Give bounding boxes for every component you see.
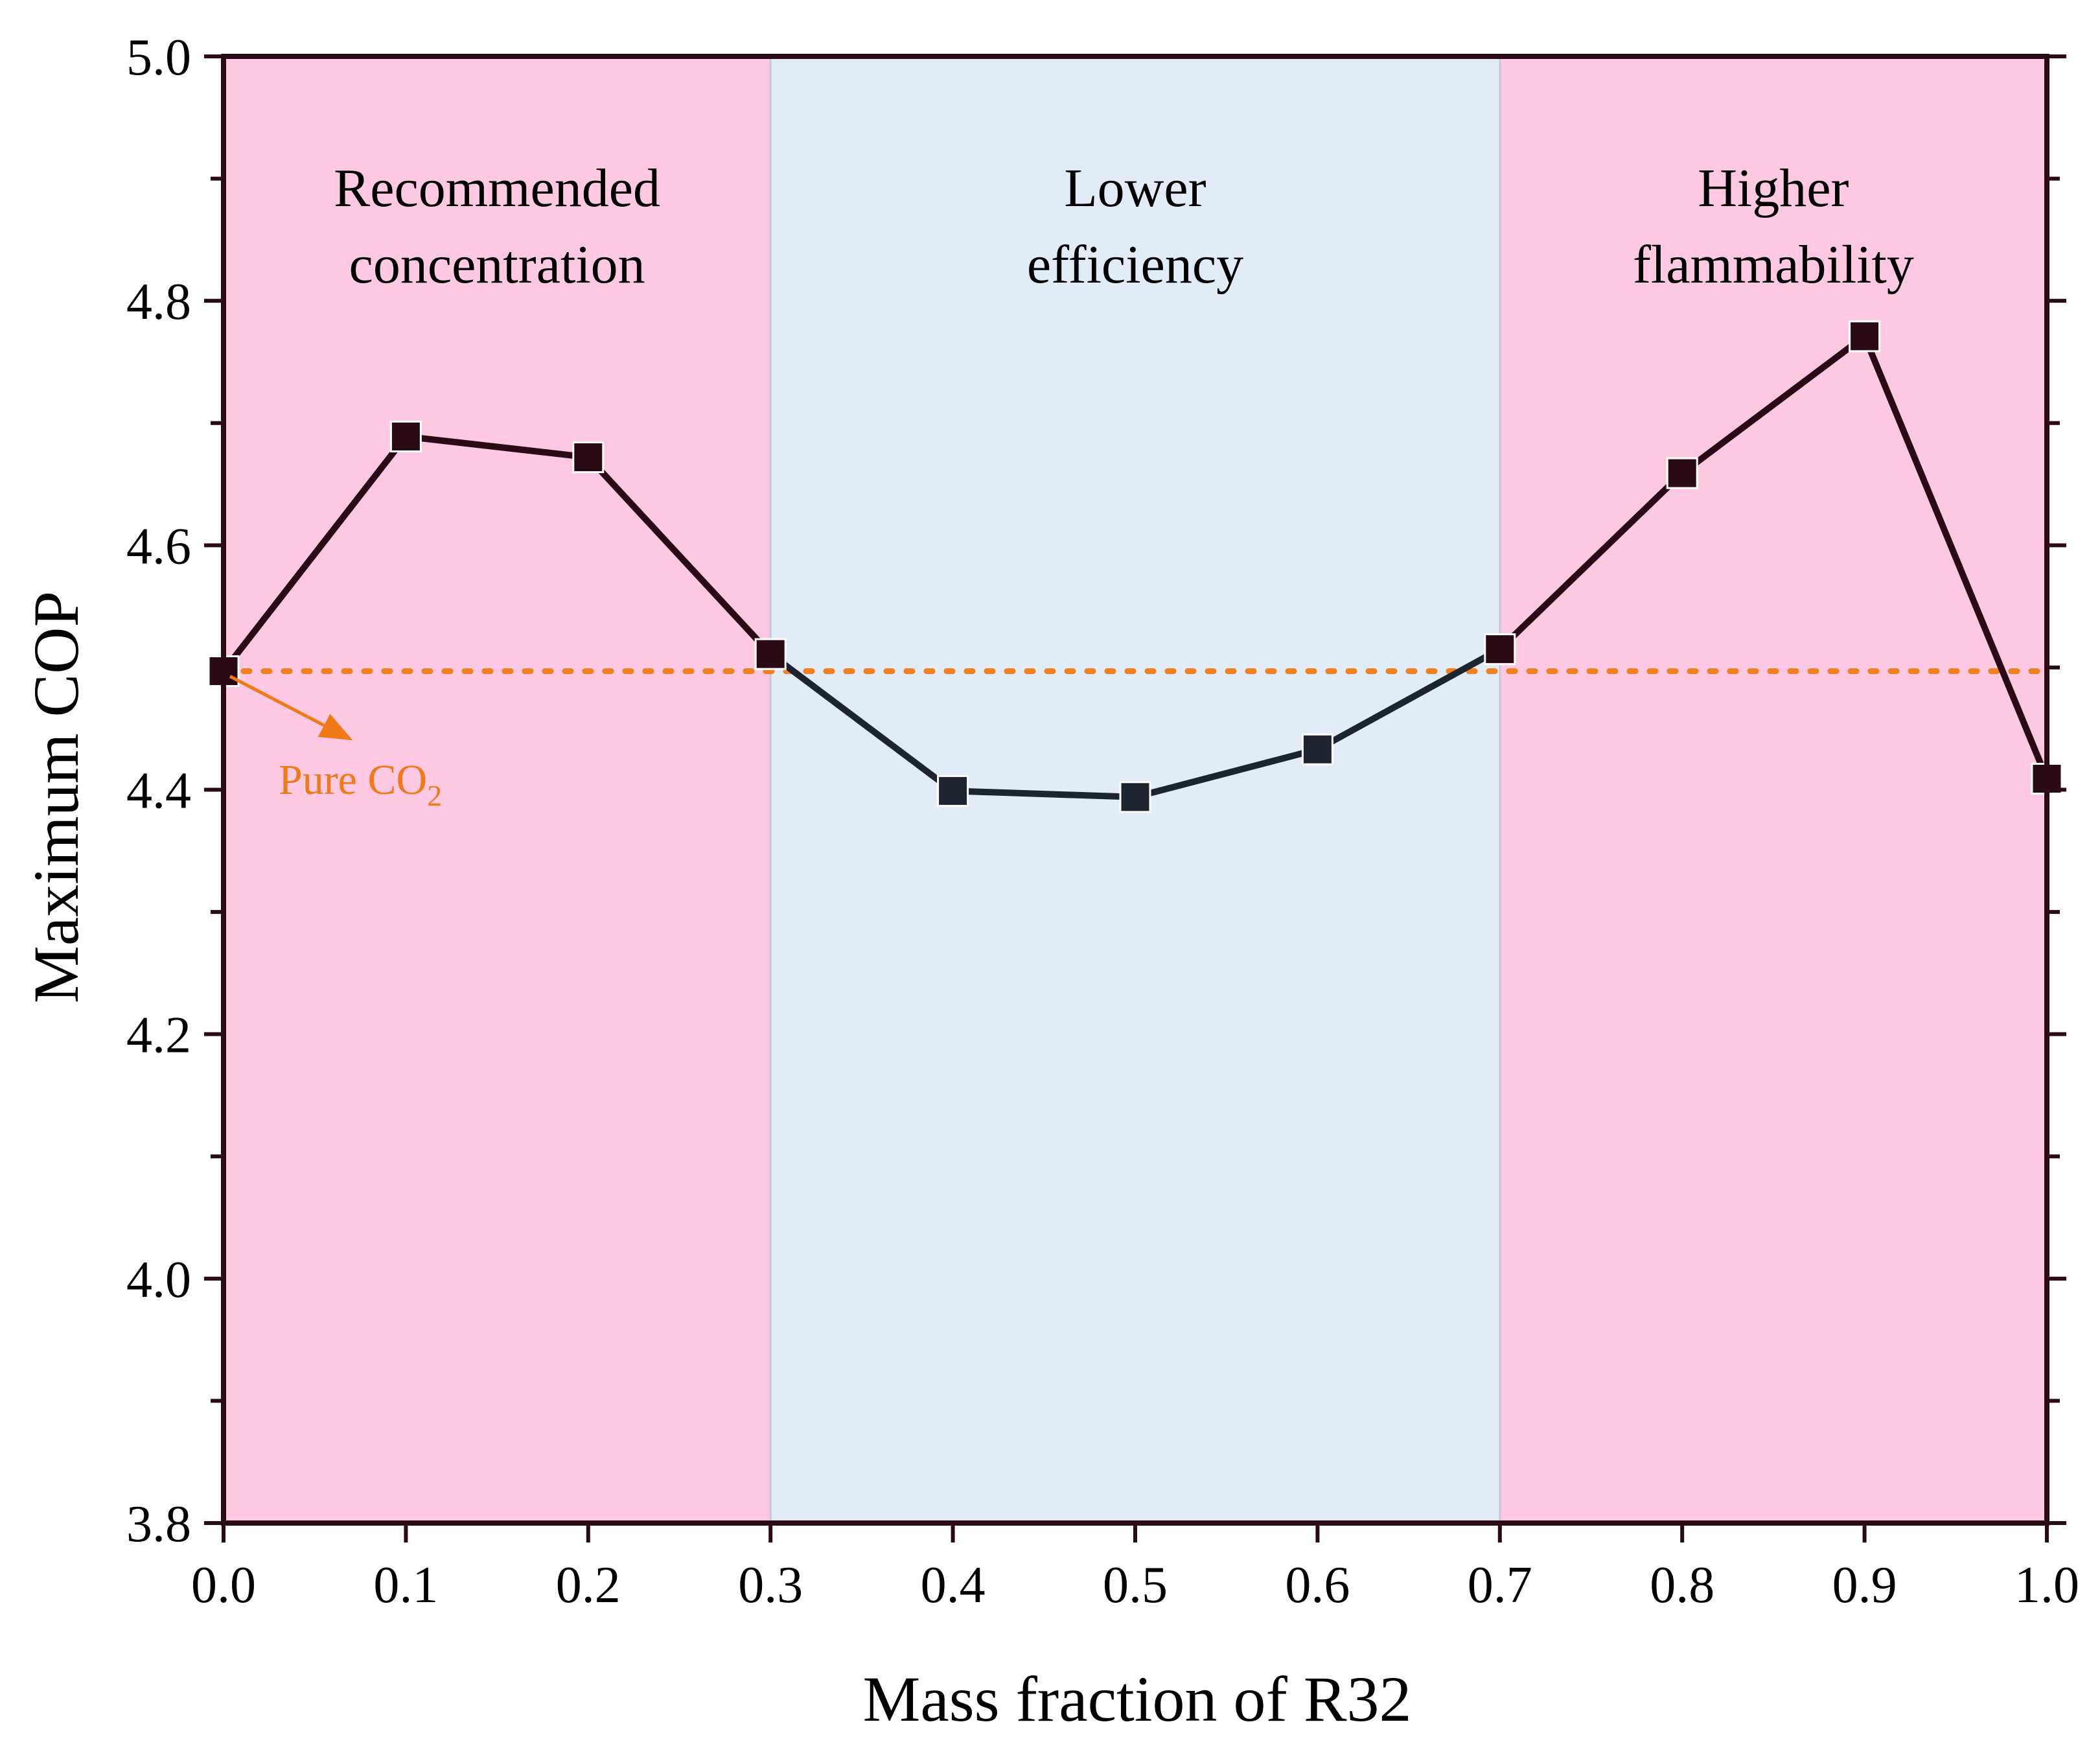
data-point-2 (572, 441, 605, 474)
data-point-7 (1484, 633, 1516, 666)
tick-labels: 0.0 0.1 0.2 0.3 0.4 0.5 0.6 0.7 0.8 0.9 1.0 3.8 4.0 4… (126, 29, 2079, 1614)
cop-series (207, 320, 2063, 813)
region-label-2-line-1: flammability (1633, 235, 1914, 295)
series-segment-6 (1314, 646, 1503, 753)
x-tick-label-8: 0.8 (1650, 1557, 1714, 1614)
series-segment-1 (402, 433, 592, 461)
x-tick-label-6: 0.6 (1285, 1557, 1350, 1614)
x-axis-title: Mass fraction of R32 (862, 1663, 1411, 1735)
region-2 (1499, 56, 2047, 1523)
data-point-8 (1666, 457, 1698, 489)
data-point-5 (1119, 781, 1151, 813)
data-point-6 (1301, 733, 1333, 765)
x-tick-label-9: 0.9 (1832, 1557, 1897, 1614)
region-label-0-line-1: concentration (349, 235, 645, 295)
region-label-1-line-1: efficiency (1027, 235, 1243, 295)
data-point-4 (937, 774, 969, 807)
series-segment-7 (1496, 470, 1686, 653)
x-tick-label-0: 0.0 (191, 1557, 256, 1614)
y-tick-label-1: 4.0 (126, 1251, 191, 1309)
series-segment-9 (1861, 332, 2050, 782)
annotation-arrow (229, 675, 353, 741)
axes (204, 54, 2066, 1542)
region-0 (224, 56, 771, 1523)
y-axis-title: Maximum COP (20, 591, 92, 1003)
y-tick-label-0: 3.8 (126, 1496, 191, 1553)
x-tick-label-1: 0.1 (373, 1557, 438, 1614)
series-segment-2 (584, 454, 774, 658)
region-labels: Recommended concentration Lower efficiency H… (334, 158, 1914, 295)
x-tick-label-4: 0.4 (921, 1557, 986, 1614)
x-tick-label-10: 1.0 (2014, 1557, 2079, 1614)
series-segment-0 (220, 433, 410, 675)
y-tick-label-5: 4.8 (126, 274, 191, 331)
data-point-9 (1849, 320, 1881, 353)
y-tick-label-2: 4.2 (126, 1007, 191, 1064)
annotation-label: Pure CO2 (279, 756, 442, 812)
y-tick-label-4: 4.6 (126, 518, 191, 575)
x-tick-label-7: 0.7 (1468, 1557, 1532, 1614)
region-label-0-line-0: Recommended (334, 158, 660, 218)
region-label-1-line-0: Lower (1064, 158, 1206, 218)
series-segment-3 (767, 651, 956, 795)
series-segment-8 (1679, 332, 1868, 477)
annotation-label-subscript: 2 (427, 779, 442, 812)
annotation-label-main: Pure CO (279, 756, 427, 804)
region-label-2-line-0: Higher (1698, 158, 1849, 218)
data-point-1 (389, 420, 422, 452)
data-point-3 (754, 638, 787, 670)
pure-co2-annotation: Pure CO2 (229, 675, 442, 812)
y-tick-label-3: 4.4 (126, 763, 191, 820)
series-segment-4 (949, 787, 1138, 800)
x-tick-label-2: 0.2 (556, 1557, 621, 1614)
y-tick-label-6: 5.0 (126, 29, 191, 86)
series-segment-5 (1132, 746, 1321, 800)
x-tick-label-5: 0.5 (1103, 1557, 1168, 1614)
x-tick-label-3: 0.3 (738, 1557, 803, 1614)
